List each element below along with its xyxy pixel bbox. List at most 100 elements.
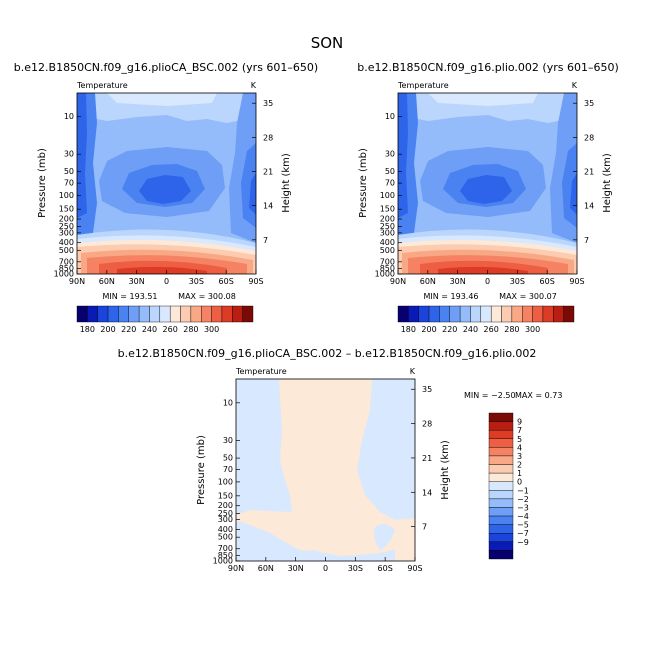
y2-tick-label: 14	[263, 202, 273, 211]
colorbar-swatch	[459, 305, 471, 323]
colorbar-label: 200	[421, 325, 436, 334]
colorbar-label: 260	[163, 325, 178, 334]
y-tick-label: 500	[59, 246, 74, 255]
panel-b-units: K	[572, 81, 578, 90]
y-tick-label: 70	[223, 465, 233, 474]
colorbar-swatch	[488, 481, 514, 491]
colorbar-swatch	[97, 305, 109, 323]
panel-b-min: MIN = 193.46	[423, 292, 478, 301]
x-tick-label: 60S	[219, 277, 234, 286]
colorbar-label: −5	[517, 521, 529, 530]
colorbar-label: 4	[517, 443, 522, 452]
panel-c-y2label: Height (km)	[440, 440, 451, 500]
colorbar-swatch	[397, 305, 409, 323]
y-tick-label: 100	[59, 191, 74, 200]
colorbar-label: 180	[80, 325, 95, 334]
panel-c-max: MAX = 0.73	[515, 391, 562, 400]
colorbar-label: 300	[525, 325, 540, 334]
colorbar-swatch	[488, 472, 514, 482]
y-tick-label: 850	[59, 264, 74, 273]
y-tick-label: 850	[380, 264, 395, 273]
y-tick-label: 700	[218, 544, 233, 553]
colorbar-label: 240	[142, 325, 157, 334]
colorbar-swatch	[488, 515, 514, 525]
y-tick-label: 500	[380, 246, 395, 255]
panel-b-max: MAX = 300.07	[499, 292, 557, 301]
x-tick-label: 60N	[99, 277, 115, 286]
x-tick-label: 90S	[569, 277, 584, 286]
y-tick-label: 250	[218, 509, 233, 518]
colorbar-swatch	[488, 464, 514, 474]
y-tick-label: 30	[223, 436, 233, 445]
colorbar-swatch	[522, 305, 533, 323]
y-tick-label: 500	[218, 533, 233, 542]
x-tick-label: 30N	[129, 277, 145, 286]
panel-a-units: K	[251, 81, 257, 90]
y2-tick-label: 21	[422, 454, 432, 463]
y-tick-label: 10	[223, 398, 233, 407]
panel-c-title: b.e12.B1850CN.f09_g16.plioCA_BSC.002 – b…	[118, 347, 537, 360]
panel-b: b.e12.B1850CN.f09_g16.plio.002 (yrs 601–…	[357, 61, 619, 334]
colorbar-swatch	[211, 305, 223, 323]
colorbar-label: −9	[517, 538, 529, 547]
x-tick-label: 60S	[378, 564, 393, 573]
y2-tick-label: 7	[422, 523, 427, 532]
colorbar-swatch	[488, 490, 514, 500]
y2-tick-label: 35	[584, 99, 594, 108]
x-tick-label: 0	[164, 277, 169, 286]
y2-tick-label: 21	[584, 168, 594, 177]
colorbar-swatch	[107, 305, 119, 323]
colorbar-label: 9	[517, 418, 522, 427]
colorbar-label: 1	[517, 469, 522, 478]
x-tick-label: 30N	[450, 277, 466, 286]
colorbar-swatch	[128, 305, 140, 323]
colorbar-swatch	[488, 541, 514, 551]
colorbar-label: 7	[517, 426, 522, 435]
panel-b-ylabel: Pressure (mb)	[358, 148, 369, 218]
colorbar-swatch	[532, 305, 544, 323]
x-tick-label: 30N	[288, 564, 304, 573]
x-tick-label: 90N	[228, 564, 244, 573]
panel-a-y2label: Height (km)	[281, 153, 292, 213]
colorbar-swatch	[169, 305, 181, 323]
panel-c-contours	[236, 379, 415, 561]
y-tick-label: 400	[218, 525, 233, 534]
panel-c-min: MIN = −2.50	[464, 391, 516, 400]
colorbar-swatch	[242, 305, 254, 323]
x-tick-label: 0	[323, 564, 328, 573]
panel-a-variable: Temperature	[76, 81, 128, 90]
colorbar-label: 0	[517, 478, 522, 487]
colorbar-swatch	[488, 524, 514, 534]
y-tick-label: 200	[380, 215, 395, 224]
colorbar-swatch	[542, 305, 554, 323]
panel-a: b.e12.B1850CN.f09_g16.plioCA_BSC.002 (yr…	[14, 61, 318, 334]
colorbar-label: 2	[517, 461, 522, 470]
y2-tick-label: 7	[584, 236, 589, 245]
colorbar-swatch	[190, 305, 202, 323]
x-tick-label: 90S	[248, 277, 263, 286]
colorbar-label: 240	[463, 325, 478, 334]
y-tick-label: 700	[59, 257, 74, 266]
colorbar-swatch	[488, 429, 514, 439]
colorbar-swatch	[408, 305, 419, 323]
colorbar-swatch	[221, 305, 233, 323]
y-tick-label: 100	[380, 191, 395, 200]
colorbar-label: 3	[517, 452, 522, 461]
panel-a-max: MAX = 300.08	[178, 292, 236, 301]
y-tick-label: 50	[223, 454, 233, 463]
x-tick-label: 30S	[348, 564, 363, 573]
colorbar-swatch	[470, 305, 482, 323]
colorbar-label: −2	[517, 495, 529, 504]
colorbar-label: 180	[401, 325, 416, 334]
colorbar-swatch	[553, 305, 564, 323]
colorbar-label: 220	[121, 325, 136, 334]
colorbar-swatch	[488, 438, 514, 448]
y-tick-label: 50	[64, 167, 74, 176]
colorbar-swatch	[488, 447, 514, 457]
y2-tick-label: 14	[422, 488, 432, 497]
colorbar-swatch	[490, 305, 502, 323]
x-tick-label: 90N	[69, 277, 85, 286]
y-tick-label: 850	[218, 551, 233, 560]
panel-c-units: K	[410, 367, 416, 376]
